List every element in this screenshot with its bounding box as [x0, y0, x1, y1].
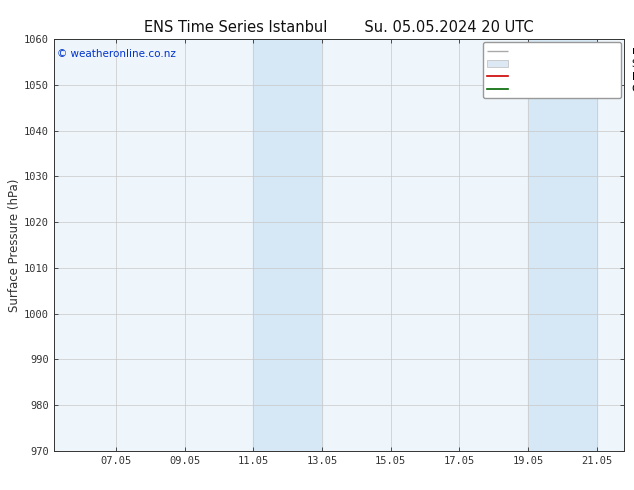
- Title: ENS Time Series Istanbul        Su. 05.05.2024 20 UTC: ENS Time Series Istanbul Su. 05.05.2024 …: [145, 20, 534, 35]
- Y-axis label: Surface Pressure (hPa): Surface Pressure (hPa): [8, 178, 22, 312]
- Bar: [528, 39, 597, 451]
- Legend: min/max, Standard deviation, Ensemble mean run, Controll run: min/max, Standard deviation, Ensemble me…: [483, 42, 621, 98]
- Text: © weatheronline.co.nz: © weatheronline.co.nz: [57, 49, 176, 59]
- Bar: [253, 39, 322, 451]
